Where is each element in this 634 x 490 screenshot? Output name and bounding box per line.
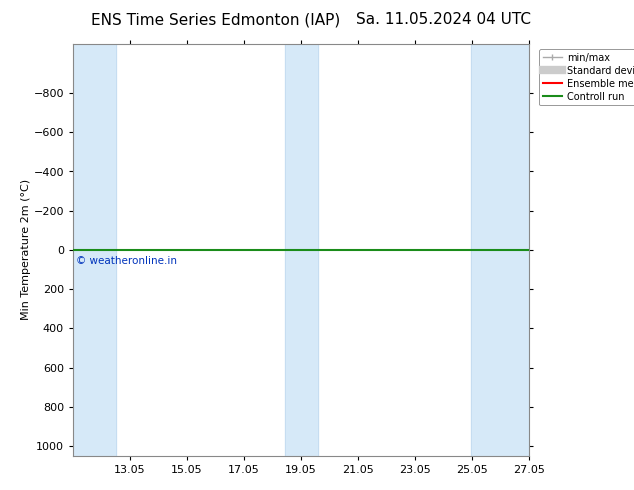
Bar (471, 44, 529, 456)
Text: © weatheronline.in: © weatheronline.in (76, 256, 177, 266)
Text: Sa. 11.05.2024 04 UTC: Sa. 11.05.2024 04 UTC (356, 12, 531, 27)
Text: ENS Time Series Edmonton (IAP): ENS Time Series Edmonton (IAP) (91, 12, 340, 27)
Bar (73, 44, 115, 456)
Y-axis label: Min Temperature 2m (°C): Min Temperature 2m (°C) (20, 179, 30, 320)
Bar (285, 44, 318, 456)
Legend: min/max, Standard deviation, Ensemble mean run, Controll run: min/max, Standard deviation, Ensemble me… (539, 49, 634, 105)
